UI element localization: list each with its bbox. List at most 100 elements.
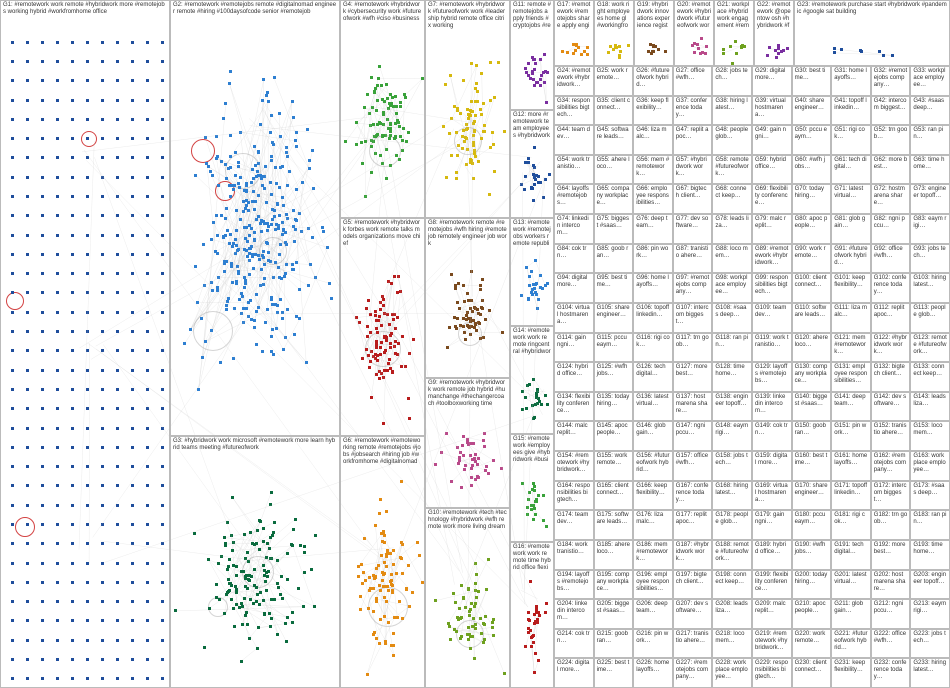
network-node[interactable]: [161, 41, 164, 44]
network-node[interactable]: [41, 272, 44, 275]
network-node[interactable]: [245, 574, 248, 577]
network-node[interactable]: [101, 311, 104, 314]
network-node[interactable]: [230, 598, 233, 601]
network-node[interactable]: [71, 465, 74, 468]
network-node[interactable]: [71, 542, 74, 545]
network-node[interactable]: [531, 56, 534, 59]
network-node[interactable]: [265, 201, 268, 204]
network-node[interactable]: [41, 639, 44, 642]
network-node[interactable]: [305, 361, 308, 364]
network-node[interactable]: [260, 268, 263, 271]
network-node[interactable]: [701, 51, 704, 54]
network-node[interactable]: [456, 107, 459, 110]
network-node[interactable]: [731, 62, 734, 65]
network-node[interactable]: [525, 71, 528, 74]
network-node[interactable]: [607, 51, 610, 54]
network-node[interactable]: [146, 156, 149, 159]
network-node[interactable]: [274, 228, 277, 231]
network-node[interactable]: [226, 568, 229, 571]
network-node[interactable]: [473, 605, 476, 608]
network-node[interactable]: [258, 258, 261, 261]
network-node[interactable]: [474, 87, 477, 90]
network-node[interactable]: [228, 242, 231, 245]
network-node[interactable]: [26, 156, 29, 159]
network-node[interactable]: [467, 325, 470, 328]
network-node[interactable]: [326, 246, 329, 249]
network-node[interactable]: [392, 563, 395, 566]
network-node[interactable]: [56, 407, 59, 410]
network-node[interactable]: [542, 519, 545, 522]
network-node[interactable]: [101, 195, 104, 198]
network-node[interactable]: [56, 195, 59, 198]
network-node[interactable]: [440, 451, 443, 454]
network-node[interactable]: [543, 81, 546, 84]
network-node[interactable]: [41, 195, 44, 198]
network-node[interactable]: [292, 268, 295, 271]
network-node[interactable]: [535, 394, 538, 397]
network-node[interactable]: [262, 564, 265, 567]
network-node[interactable]: [471, 310, 474, 313]
network-node[interactable]: [374, 524, 377, 527]
network-node[interactable]: [583, 50, 586, 53]
network-node[interactable]: [393, 275, 396, 278]
network-node[interactable]: [226, 521, 229, 524]
network-node[interactable]: [470, 484, 473, 487]
network-node[interactable]: [364, 195, 367, 198]
network-node[interactable]: [470, 62, 473, 65]
network-node[interactable]: [161, 118, 164, 121]
network-node[interactable]: [71, 639, 74, 642]
network-node[interactable]: [382, 113, 385, 116]
network-node[interactable]: [454, 287, 457, 290]
network-node[interactable]: [418, 554, 421, 557]
network-node[interactable]: [250, 181, 253, 184]
network-node[interactable]: [234, 151, 237, 154]
network-node[interactable]: [534, 513, 537, 516]
network-node[interactable]: [463, 331, 466, 334]
network-node[interactable]: [462, 597, 465, 600]
network-node[interactable]: [131, 234, 134, 237]
network-node[interactable]: [86, 407, 89, 410]
network-node[interactable]: [11, 504, 14, 507]
network-node[interactable]: [652, 45, 655, 48]
network-node[interactable]: [116, 195, 119, 198]
network-node[interactable]: [86, 60, 89, 63]
network-node[interactable]: [467, 638, 470, 641]
network-node[interactable]: [263, 569, 266, 572]
network-node[interactable]: [41, 369, 44, 372]
network-node[interactable]: [244, 282, 247, 285]
network-node[interactable]: [146, 427, 149, 430]
network-node[interactable]: [86, 523, 89, 526]
network-node[interactable]: [491, 131, 494, 134]
network-node[interactable]: [532, 283, 535, 286]
network-node[interactable]: [204, 340, 207, 343]
network-node[interactable]: [527, 498, 530, 501]
network-node[interactable]: [232, 607, 235, 610]
network-node[interactable]: [101, 330, 104, 333]
network-node[interactable]: [276, 559, 279, 562]
network-node[interactable]: [26, 272, 29, 275]
network-node[interactable]: [269, 625, 272, 628]
network-node[interactable]: [161, 369, 164, 372]
network-node[interactable]: [11, 388, 14, 391]
network-node[interactable]: [224, 542, 227, 545]
network-node[interactable]: [71, 79, 74, 82]
network-node[interactable]: [255, 542, 258, 545]
network-node[interactable]: [466, 438, 469, 441]
network-node[interactable]: [491, 621, 494, 624]
network-node[interactable]: [381, 162, 384, 165]
network-node[interactable]: [722, 48, 725, 51]
network-node[interactable]: [254, 200, 257, 203]
network-node[interactable]: [293, 333, 296, 336]
network-node[interactable]: [71, 137, 74, 140]
network-node[interactable]: [26, 523, 29, 526]
network-node[interactable]: [11, 407, 14, 410]
network-node[interactable]: [146, 272, 149, 275]
network-node[interactable]: [531, 404, 534, 407]
network-node[interactable]: [146, 234, 149, 237]
network-node[interactable]: [533, 84, 536, 87]
network-node[interactable]: [380, 324, 383, 327]
network-node[interactable]: [216, 289, 219, 292]
network-node[interactable]: [276, 304, 279, 307]
network-node[interactable]: [211, 174, 214, 177]
network-node[interactable]: [312, 187, 315, 190]
